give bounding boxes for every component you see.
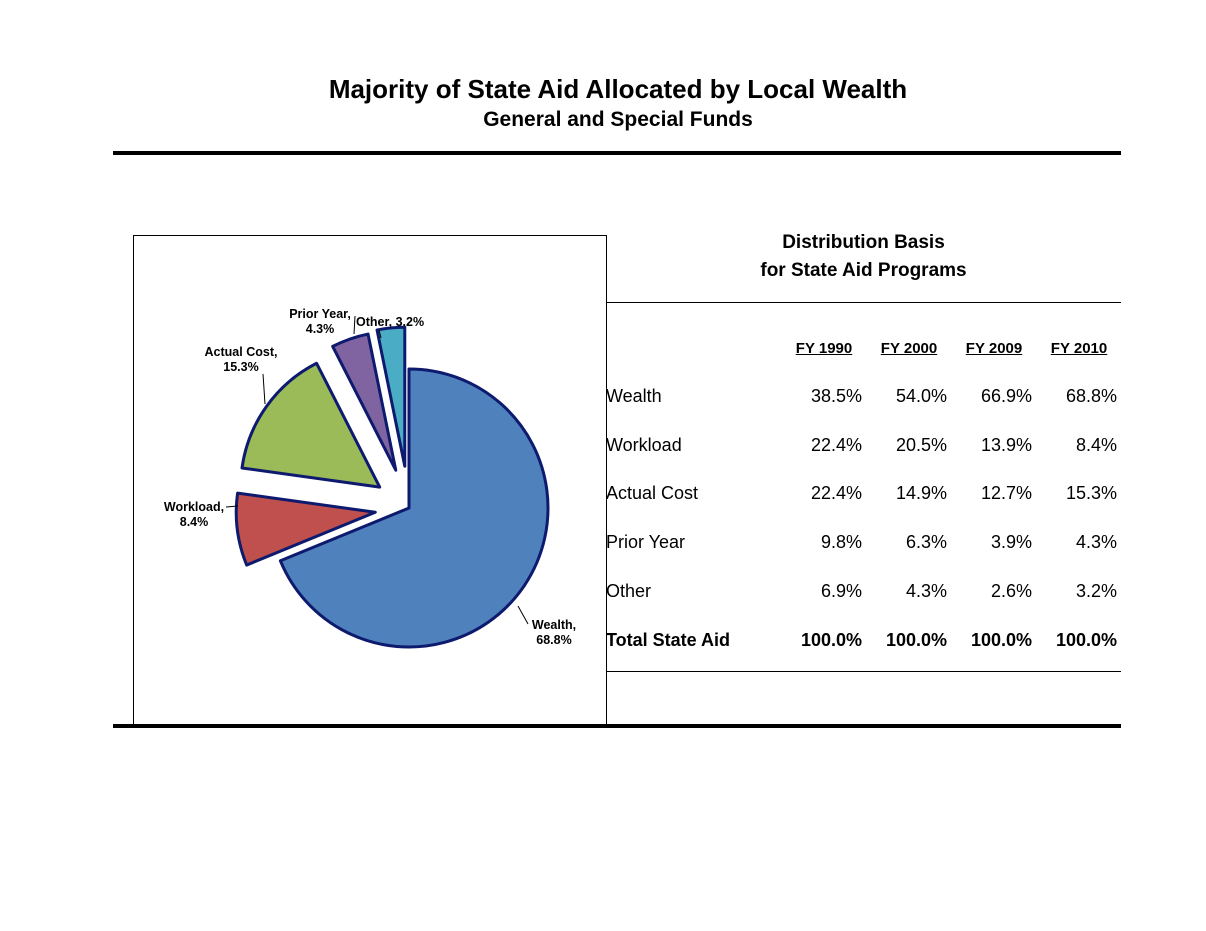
slice-data-label: 15.3% <box>223 360 258 374</box>
table-cell: 12.7% <box>980 483 1032 503</box>
table-cell: 3.9% <box>990 532 1032 552</box>
row-label: Workload <box>606 435 682 455</box>
pie-slice-other <box>375 325 407 468</box>
column-header: FY 2009 <box>965 340 1023 357</box>
column-header: FY 2000 <box>880 340 938 357</box>
pie-chart-frame: Wealth, 68.8% Workload, 8.4% Actual Cost, 15.… <box>133 235 607 726</box>
leader-line <box>517 605 529 625</box>
total-cell: 100.0% <box>885 630 947 650</box>
page-subtitle: General and Special Funds <box>483 108 753 131</box>
pie-slice-workload <box>234 491 377 567</box>
leader-line <box>262 373 266 405</box>
table-cell: 15.3% <box>1065 483 1117 503</box>
page-title: Majority of State Aid Allocated by Local… <box>328 74 908 104</box>
column-header: FY 2010 <box>1050 340 1108 357</box>
table-title-line2: for State Aid Programs <box>760 260 967 281</box>
slice-data-label: Prior Year, <box>289 307 351 321</box>
top-rule <box>113 151 1121 155</box>
slice-data-label: Wealth, <box>532 618 576 632</box>
total-row-label: Total State Aid <box>606 630 731 650</box>
slice-data-label: 4.3% <box>306 322 335 336</box>
table-cell: 22.4% <box>810 435 862 455</box>
table-cell: 8.4% <box>1075 435 1117 455</box>
leader-line <box>353 315 356 335</box>
table-bottom-rule <box>606 671 1121 672</box>
leader-line <box>378 329 382 339</box>
table-cell: 66.9% <box>980 386 1032 406</box>
table-cell: 14.9% <box>895 483 947 503</box>
table-cell: 20.5% <box>895 435 947 455</box>
table-cell: 9.8% <box>820 532 862 552</box>
column-header: FY 1990 <box>795 340 853 357</box>
table-cell: 13.9% <box>980 435 1032 455</box>
table-cell: 3.2% <box>1075 581 1117 601</box>
table-cell: 4.3% <box>905 581 947 601</box>
pie-slice-actual-cost <box>240 361 382 489</box>
slice-data-label: Actual Cost, <box>205 345 278 359</box>
table-cell: 6.9% <box>820 581 862 601</box>
table-top-rule <box>606 302 1121 303</box>
row-label: Other <box>606 581 652 601</box>
slice-data-label: Other, 3.2% <box>356 315 424 329</box>
slice-data-label: Workload, <box>164 500 224 514</box>
pie-slice-prior-year <box>331 332 398 472</box>
row-label: Prior Year <box>606 532 686 552</box>
slice-data-label: 68.8% <box>536 633 571 647</box>
pie-slice-wealth <box>278 367 550 649</box>
table-cell: 22.4% <box>810 483 862 503</box>
table-title-line1: Distribution Basis <box>782 232 945 253</box>
total-cell: 100.0% <box>800 630 862 650</box>
pie-chart: Wealth,68.8% Workload,8.4% Actual Cost,15.… <box>164 307 576 649</box>
table-cell: 54.0% <box>895 386 947 406</box>
table-cell: 2.6% <box>990 581 1032 601</box>
leader-line <box>225 505 239 508</box>
table-cell: 6.3% <box>905 532 947 552</box>
table-cell: 38.5% <box>810 386 862 406</box>
table-cell: 4.3% <box>1075 532 1117 552</box>
table-cell: 68.8% <box>1065 386 1117 406</box>
total-cell: 100.0% <box>1055 630 1117 650</box>
total-cell: 100.0% <box>970 630 1032 650</box>
row-label: Wealth <box>606 386 662 406</box>
row-label: Actual Cost <box>606 483 699 503</box>
slice-data-label: 8.4% <box>180 515 209 529</box>
bottom-rule <box>113 724 1121 728</box>
